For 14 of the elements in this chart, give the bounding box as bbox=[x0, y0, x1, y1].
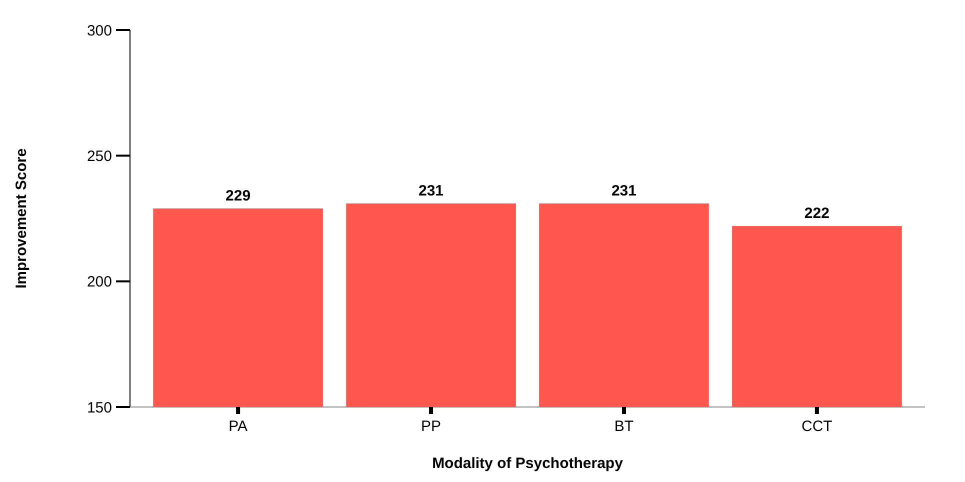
y-tick-label: 200 bbox=[86, 274, 112, 291]
x-tick-label: PA bbox=[228, 418, 248, 435]
y-tick-label: 150 bbox=[86, 399, 112, 416]
x-axis-title: Modality of Psychotherapy bbox=[432, 455, 624, 472]
y-tick-label: 300 bbox=[86, 22, 112, 40]
data-label: 222 bbox=[804, 205, 830, 222]
data-label: 229 bbox=[226, 187, 251, 204]
x-tick-label: PP bbox=[421, 418, 442, 435]
data-label: 231 bbox=[418, 182, 444, 200]
y-axis-title: Improvement Score bbox=[13, 148, 30, 289]
y-tick-label: 250 bbox=[86, 148, 112, 165]
x-tick-label: CCT bbox=[802, 418, 832, 435]
x-tick-label: BT bbox=[614, 418, 634, 435]
data-label: 231 bbox=[611, 182, 636, 200]
